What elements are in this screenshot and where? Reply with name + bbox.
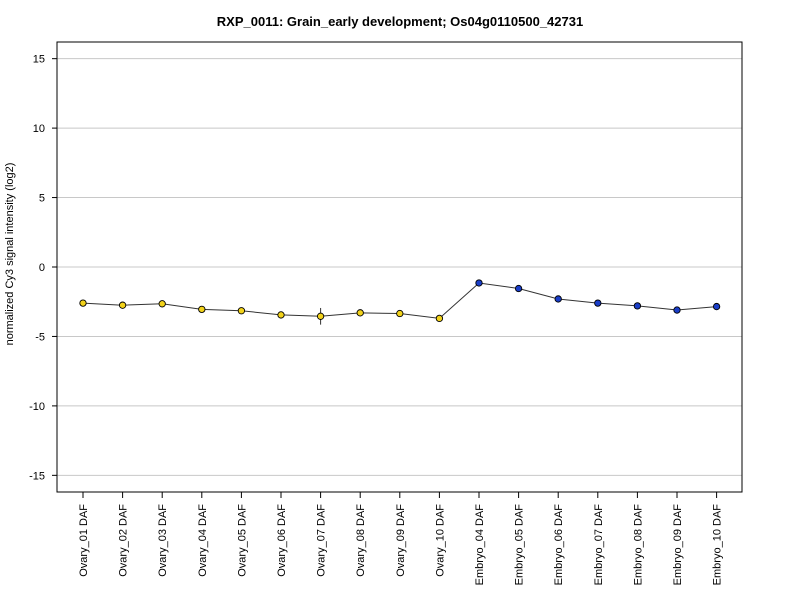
x-tick-label: Ovary_03 DAF — [157, 504, 169, 577]
data-point — [396, 309, 404, 318]
x-tick-label: Ovary_10 DAF — [434, 504, 446, 577]
data-point — [435, 314, 444, 323]
data-point — [673, 306, 681, 314]
x-tick-label: Embryo_08 DAF — [632, 504, 644, 586]
data-point — [158, 300, 166, 308]
y-tick-layer: -15 -10 -5 0 5 10 15 — [29, 54, 57, 482]
y-tick-label: -10 — [29, 401, 45, 413]
x-tick-label: Ovary_06 DAF — [276, 504, 288, 577]
x-tick-label: Ovary_09 DAF — [395, 504, 407, 577]
y-tick-label: -15 — [29, 470, 45, 482]
x-tick-label: Ovary_01 DAF — [78, 504, 90, 577]
data-point — [475, 279, 483, 287]
x-tick-label: Embryo_09 DAF — [672, 504, 684, 586]
x-tick-label: Ovary_08 DAF — [355, 504, 367, 577]
x-tick-label: Embryo_10 DAF — [712, 504, 724, 586]
chart-title: RXP_0011: Grain_early development; Os04g… — [216, 14, 584, 29]
data-point — [356, 309, 364, 317]
data-point — [277, 311, 285, 319]
data-point — [237, 307, 246, 315]
x-tick-label: Ovary_04 DAF — [197, 504, 209, 577]
y-tick-label: 5 — [39, 193, 45, 205]
data-point — [198, 305, 206, 314]
y-tick-label: 15 — [33, 54, 45, 66]
data-point — [554, 295, 562, 303]
data-point — [118, 301, 127, 309]
y-tick-label: 0 — [39, 262, 45, 274]
data-point — [79, 299, 87, 307]
error-bar-layer — [82, 281, 718, 325]
x-tick-label: Ovary_05 DAF — [236, 504, 248, 577]
data-point — [514, 284, 523, 293]
point-layer — [79, 279, 721, 323]
x-tick-label: Embryo_04 DAF — [474, 504, 486, 586]
x-tick-label: Ovary_07 DAF — [316, 504, 328, 577]
grid-layer — [57, 58, 742, 476]
y-tick-label: -5 — [35, 331, 45, 343]
data-point — [712, 302, 721, 311]
x-tick-label: Ovary_02 DAF — [118, 504, 130, 577]
data-point — [316, 312, 325, 320]
x-tick-label: Embryo_06 DAF — [553, 504, 565, 586]
x-tick-label: Embryo_05 DAF — [514, 504, 526, 586]
y-tick-label: 10 — [33, 123, 45, 135]
x-tick-label: Embryo_07 DAF — [593, 504, 605, 586]
x-tick-layer: Ovary_01 DAF Ovary_02 DAF Ovary_03 DAF Ovar… — [78, 492, 724, 585]
data-point — [633, 302, 642, 310]
data-point — [594, 299, 602, 307]
